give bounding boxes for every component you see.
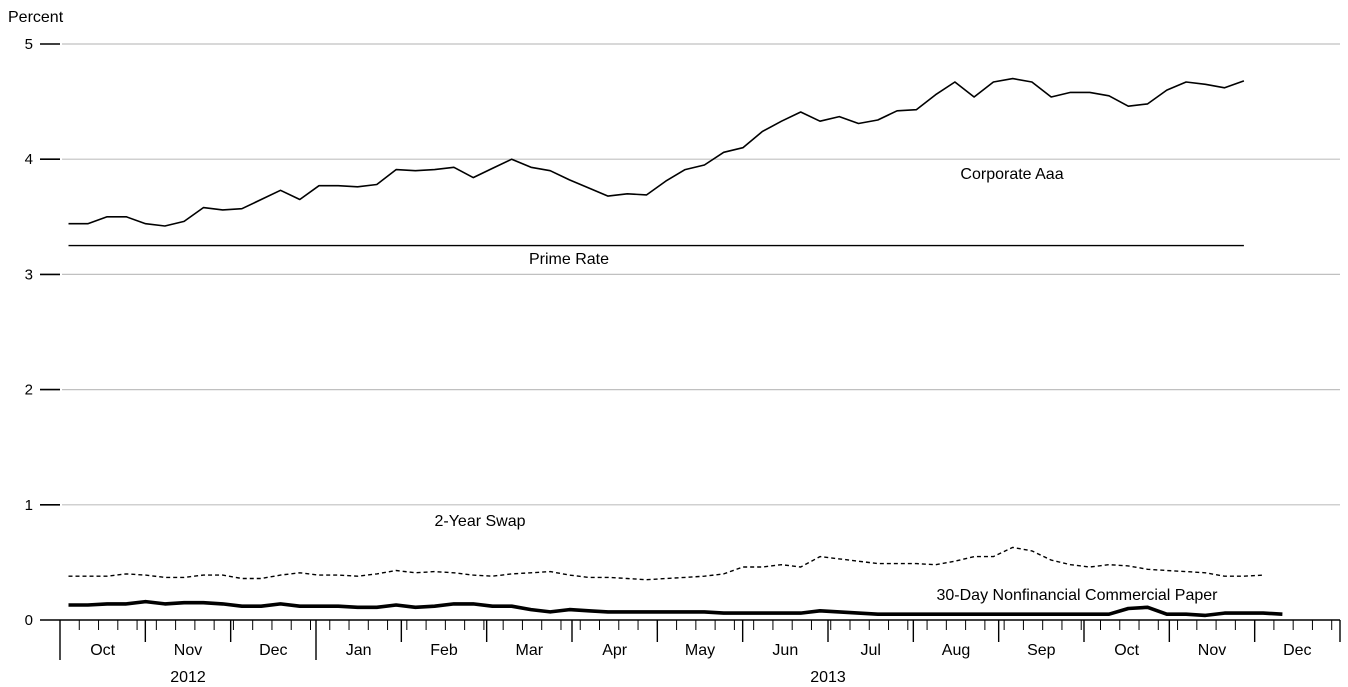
series-line-0 (68, 77, 1245, 227)
series-line-2 (68, 546, 1264, 581)
series-annotations: Corporate Aaa Prime Rate 2-Year Swap 30-Day… (434, 166, 1218, 604)
year-label: 2013 (810, 669, 846, 686)
month-label: Nov (1198, 642, 1226, 659)
month-label: Dec (259, 642, 287, 659)
month-label: Jul (860, 642, 880, 659)
series-label: 30-Day Nonfinancial Commercial Paper (936, 587, 1218, 604)
month-label: Nov (174, 642, 202, 659)
month-label: Jun (772, 642, 798, 659)
month-label: Sep (1027, 642, 1056, 659)
y-tick-label: 1 (25, 497, 33, 514)
month-label: Feb (430, 642, 458, 659)
month-label: Oct (90, 642, 115, 659)
year-label: 2012 (170, 669, 206, 686)
month-label: Jan (346, 642, 372, 659)
gridlines (62, 43, 1340, 506)
month-label: Apr (602, 642, 628, 659)
y-tick-label: 3 (25, 266, 33, 283)
month-label: Aug (942, 642, 970, 659)
y-axis: 0 1 2 3 4 5 (25, 36, 60, 629)
y-tick-label: 0 (25, 612, 33, 629)
month-label: Dec (1283, 642, 1311, 659)
month-label: May (685, 642, 715, 659)
series-label: 2-Year Swap (434, 513, 525, 530)
series-lines (68, 77, 1283, 618)
y-tick-label: 2 (25, 382, 33, 399)
series-label: Corporate Aaa (960, 166, 1063, 183)
month-label: Oct (1114, 642, 1139, 659)
y-tick-label: 4 (25, 151, 33, 168)
x-axis: Oct Nov Dec Jan Feb Mar Apr May Jun Jul Aug Sep Oct N… (59, 619, 1341, 686)
y-tick-label: 5 (25, 36, 33, 53)
series-label: Prime Rate (529, 251, 609, 268)
y-axis-label: Percent (8, 9, 64, 26)
series-line-3 (68, 599, 1283, 618)
month-label: Mar (516, 642, 544, 659)
